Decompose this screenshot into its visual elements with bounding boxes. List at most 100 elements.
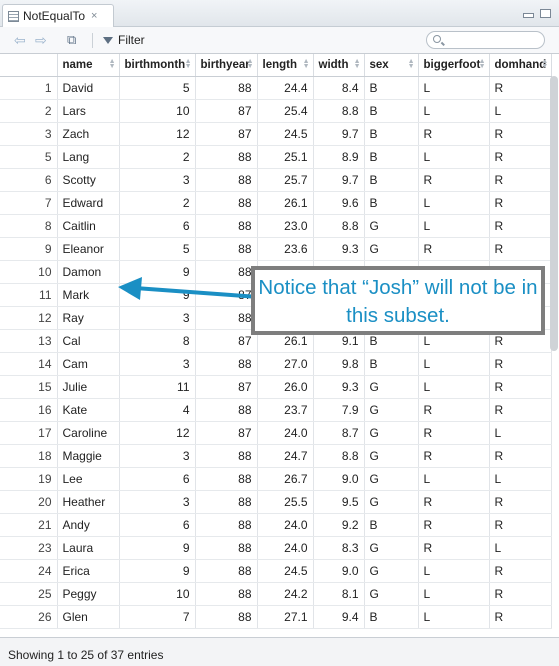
cell-birthmonth: 2 bbox=[119, 145, 196, 169]
header-birthmonth[interactable]: birthmonth ▲ ▼ bbox=[119, 54, 196, 77]
cell-biggerfoot: R bbox=[418, 513, 490, 537]
table-row[interactable]: 25 Peggy 10 88 24.2 8.1 G L R bbox=[0, 582, 553, 606]
cell-width: 8.8 bbox=[313, 99, 365, 123]
row-index: 1 bbox=[0, 76, 58, 100]
cell-length: 24.5 bbox=[257, 559, 314, 583]
cell-birthmonth: 9 bbox=[119, 536, 196, 560]
back-arrow-icon[interactable]: ⇦ bbox=[14, 32, 26, 48]
toolbar-divider bbox=[92, 33, 93, 48]
row-index: 20 bbox=[0, 490, 58, 514]
header-sex[interactable]: sex ▲ ▼ bbox=[364, 54, 419, 77]
cell-name: Cal bbox=[57, 329, 120, 353]
show-in-window-icon[interactable]: ⧉ bbox=[67, 32, 77, 47]
cell-sex: G bbox=[364, 398, 419, 422]
table-row[interactable]: 19 Lee 6 88 26.7 9.0 G L L bbox=[0, 467, 553, 491]
cell-width: 8.1 bbox=[313, 582, 365, 606]
close-icon[interactable]: × bbox=[91, 10, 98, 22]
cell-width: 9.4 bbox=[313, 605, 365, 629]
annotation-callout: Notice that “Josh” will not be in this s… bbox=[251, 266, 545, 335]
table-row[interactable]: 26 Glen 7 88 27.1 9.4 B L R bbox=[0, 605, 553, 629]
table-row[interactable]: 9 Eleanor 5 88 23.6 9.3 G R R bbox=[0, 237, 553, 261]
table-row[interactable]: 21 Andy 6 88 24.0 9.2 B R R bbox=[0, 513, 553, 537]
table-row[interactable]: 3 Zach 12 87 24.5 9.7 B R R bbox=[0, 122, 553, 146]
cell-length: 27.0 bbox=[257, 352, 314, 376]
cell-birthmonth: 6 bbox=[119, 467, 196, 491]
cell-biggerfoot: L bbox=[418, 352, 490, 376]
sort-arrows-icon[interactable]: ▲ ▼ bbox=[478, 58, 486, 70]
cell-biggerfoot: R bbox=[418, 536, 490, 560]
cell-biggerfoot: L bbox=[418, 605, 490, 629]
table-row[interactable]: 20 Heather 3 88 25.5 9.5 G R R bbox=[0, 490, 553, 514]
sort-arrows-icon[interactable]: ▲ ▼ bbox=[108, 58, 116, 70]
sort-arrows-icon[interactable]: ▲ ▼ bbox=[353, 58, 361, 70]
cell-birthyear: 88 bbox=[195, 444, 258, 468]
row-index: 25 bbox=[0, 582, 58, 606]
sort-arrows-icon[interactable]: ▲ ▼ bbox=[184, 58, 192, 70]
cell-birthmonth: 2 bbox=[119, 191, 196, 215]
filter-button[interactable]: Filter bbox=[103, 33, 145, 47]
cell-domhand: R bbox=[489, 490, 553, 514]
cell-birthyear: 88 bbox=[195, 582, 258, 606]
sort-arrows-icon[interactable]: ▲ ▼ bbox=[541, 58, 549, 70]
cell-width: 9.2 bbox=[313, 513, 365, 537]
table-row[interactable]: 8 Caitlin 6 88 23.0 8.8 G L R bbox=[0, 214, 553, 238]
tab-notequalto[interactable]: NotEqualTo × bbox=[2, 4, 114, 27]
table-row[interactable]: 1 David 5 88 24.4 8.4 B L R bbox=[0, 76, 553, 100]
row-index: 2 bbox=[0, 99, 58, 123]
table-row[interactable]: 7 Edward 2 88 26.1 9.6 B L R bbox=[0, 191, 553, 215]
header-name[interactable]: name ▲ ▼ bbox=[57, 54, 120, 77]
table-row[interactable]: 14 Cam 3 88 27.0 9.8 B L R bbox=[0, 352, 553, 376]
cell-name: Laura bbox=[57, 536, 120, 560]
table-row[interactable]: 2 Lars 10 87 25.4 8.8 B L L bbox=[0, 99, 553, 123]
table-row[interactable]: 18 Maggie 3 88 24.7 8.8 G R R bbox=[0, 444, 553, 468]
table-row[interactable]: 6 Scotty 3 88 25.7 9.7 B R R bbox=[0, 168, 553, 192]
cell-sex: B bbox=[364, 168, 419, 192]
data-table: name ▲ ▼ birthmonth ▲ ▼ birthyear ▲ ▼ length ▲ ▼ wid… bbox=[0, 54, 553, 629]
forward-arrow-icon[interactable]: ⇨ bbox=[35, 32, 47, 48]
cell-width: 9.7 bbox=[313, 122, 365, 146]
header-biggerfoot[interactable]: biggerfoot ▲ ▼ bbox=[418, 54, 490, 77]
sort-arrows-icon[interactable]: ▲ ▼ bbox=[407, 58, 415, 70]
table-row[interactable]: 17 Caroline 12 87 24.0 8.7 G R L bbox=[0, 421, 553, 445]
entries-count: Showing 1 to 25 of 37 entries bbox=[8, 648, 164, 662]
table-row[interactable]: 24 Erica 9 88 24.5 9.0 G L R bbox=[0, 559, 553, 583]
cell-width: 9.0 bbox=[313, 467, 365, 491]
row-index: 17 bbox=[0, 421, 58, 445]
header-width[interactable]: width ▲ ▼ bbox=[313, 54, 365, 77]
cell-birthyear: 87 bbox=[195, 99, 258, 123]
header-birthyear[interactable]: birthyear ▲ ▼ bbox=[195, 54, 258, 77]
cell-width: 8.8 bbox=[313, 444, 365, 468]
cell-birthyear: 87 bbox=[195, 122, 258, 146]
row-index: 11 bbox=[0, 283, 58, 307]
cell-domhand: L bbox=[489, 421, 553, 445]
cell-length: 26.1 bbox=[257, 191, 314, 215]
sort-arrows-icon[interactable]: ▲ ▼ bbox=[302, 58, 310, 70]
row-index: 8 bbox=[0, 214, 58, 238]
cell-biggerfoot: L bbox=[418, 145, 490, 169]
sort-arrows-icon[interactable]: ▲ ▼ bbox=[246, 58, 254, 70]
cell-name: Ray bbox=[57, 306, 120, 330]
cell-birthyear: 88 bbox=[195, 237, 258, 261]
cell-birthyear: 88 bbox=[195, 168, 258, 192]
table-row[interactable]: 5 Lang 2 88 25.1 8.9 B L R bbox=[0, 145, 553, 169]
cell-domhand: R bbox=[489, 582, 553, 606]
cell-domhand: R bbox=[489, 375, 553, 399]
minimize-icon[interactable] bbox=[523, 13, 534, 18]
table-row[interactable]: 16 Kate 4 88 23.7 7.9 G R R bbox=[0, 398, 553, 422]
row-index: 18 bbox=[0, 444, 58, 468]
table-row[interactable]: 15 Julie 11 87 26.0 9.3 G L R bbox=[0, 375, 553, 399]
cell-domhand: R bbox=[489, 513, 553, 537]
header-length[interactable]: length ▲ ▼ bbox=[257, 54, 314, 77]
maximize-icon[interactable] bbox=[540, 9, 551, 18]
table-row[interactable]: 23 Laura 9 88 24.0 8.3 G R L bbox=[0, 536, 553, 560]
cell-length: 25.1 bbox=[257, 145, 314, 169]
search-input[interactable] bbox=[426, 31, 545, 49]
cell-width: 8.3 bbox=[313, 536, 365, 560]
cell-sex: B bbox=[364, 513, 419, 537]
cell-domhand: L bbox=[489, 99, 553, 123]
header-domhand[interactable]: domhand ▲ ▼ bbox=[489, 54, 553, 77]
cell-birthyear: 88 bbox=[195, 605, 258, 629]
cell-name: Glen bbox=[57, 605, 120, 629]
cell-name: Andy bbox=[57, 513, 120, 537]
vertical-scrollbar[interactable] bbox=[550, 76, 558, 351]
